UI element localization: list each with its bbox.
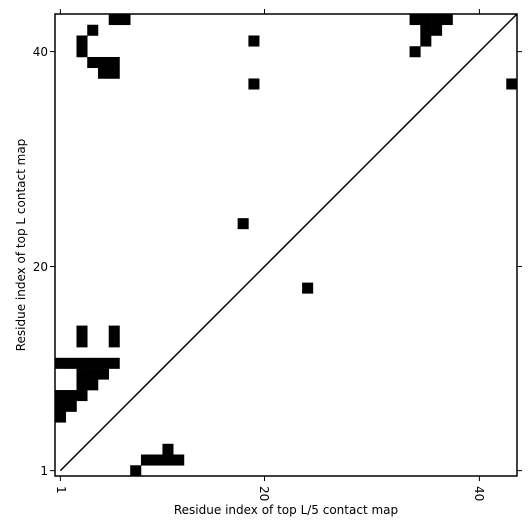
y-tick-label-40: 40 (33, 45, 48, 59)
contact-cell (76, 390, 88, 402)
contact-cell (55, 357, 67, 369)
contact-cell (302, 282, 314, 294)
contact-cell (87, 56, 99, 69)
contact-cells (55, 14, 518, 477)
contact-cell (108, 56, 120, 69)
x-tick-label-40: 40 (472, 486, 486, 501)
diagonal-line (59, 13, 518, 472)
contact-cell (97, 357, 110, 369)
contact-cell (76, 357, 88, 369)
contact-cell (130, 465, 142, 477)
contact-cell (108, 67, 120, 79)
contact-cell (119, 14, 131, 26)
contact-cell (55, 411, 67, 423)
contact-cell (108, 336, 120, 348)
contact-cell (248, 78, 260, 90)
contact-cell (97, 67, 110, 79)
contact-cell (76, 368, 88, 380)
contact-cell (431, 14, 443, 26)
contact-cell (420, 24, 432, 36)
contact-cell (65, 390, 77, 402)
y-tick-label-20: 20 (33, 260, 48, 274)
axis-ticks (50, 9, 522, 481)
contact-cell (55, 390, 67, 402)
contact-cell (237, 218, 249, 230)
x-axis-title: Residue index of top L/5 contact map (174, 503, 398, 517)
contact-cell (76, 46, 88, 58)
contact-cell (140, 454, 152, 466)
contact-cell (431, 24, 443, 36)
contact-cell (151, 454, 163, 466)
contact-cell (108, 325, 120, 337)
y-axis-title: Residue index of top L contact map (14, 139, 28, 352)
contact-cell (76, 35, 88, 47)
contact-cell (173, 454, 185, 466)
contact-cell (108, 357, 120, 369)
contact-cell (65, 357, 77, 369)
contact-cell (409, 14, 421, 26)
contact-cell (97, 56, 110, 69)
contact-cell (76, 325, 88, 337)
contact-cell (409, 46, 421, 58)
y-tick-label-1: 1 (40, 464, 48, 478)
contact-cell (162, 443, 174, 455)
contact-cell (108, 14, 120, 26)
x-tick-label-20: 20 (257, 486, 271, 501)
contact-cell (441, 14, 453, 26)
contact-cell (97, 368, 110, 380)
contact-cell (420, 14, 432, 26)
x-tick-label-1: 1 (54, 486, 68, 494)
contact-cell (76, 336, 88, 348)
contact-cell (87, 368, 99, 380)
contact-cell (76, 379, 88, 391)
contact-cell (420, 35, 432, 47)
contact-cell (87, 24, 99, 36)
plot-frame (54, 13, 518, 477)
contact-cell (87, 357, 99, 369)
contact-cell (162, 454, 174, 466)
contact-cell (248, 35, 260, 47)
contact-cell (87, 379, 99, 391)
contact-cell (506, 78, 518, 90)
contact-cell (65, 400, 77, 412)
contact-cell (55, 400, 67, 412)
